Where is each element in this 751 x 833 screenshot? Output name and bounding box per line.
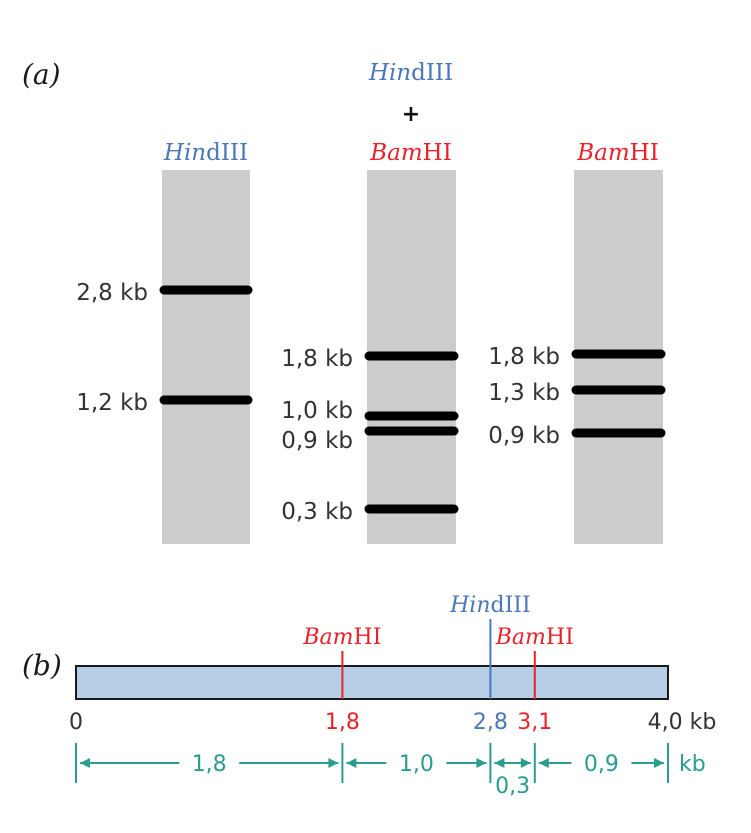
band-size-label: 1,2 kb — [76, 390, 148, 416]
panel-b-label: (b) — [22, 649, 62, 682]
gel-bands: 2,8 kb 1,2 kb 1,8 kb 1,0 kb 0,9 kb 0,3 kb 1,8 … — [76, 280, 666, 525]
dna-map-bar — [75, 665, 669, 700]
measure-arrowhead — [346, 758, 357, 768]
cut-site-position-label: 1,8 — [325, 710, 360, 735]
band-size-label: 1,3 kb — [488, 380, 560, 406]
cut-site-position-label: 3,1 — [517, 710, 552, 735]
lane-2-header-enzyme-2: BamHI — [369, 140, 452, 166]
cut-site-position-label: 2,8 — [473, 710, 508, 735]
fragment-length-label: 0,9 — [584, 752, 619, 777]
measure-arrowhead — [538, 758, 549, 768]
fragment-length-label: 1,8 — [192, 752, 227, 777]
band-size-label: 1,8 kb — [281, 346, 353, 372]
panel-a-label: (a) — [22, 58, 61, 91]
measure-arrowhead — [520, 758, 531, 768]
band-size-label: 0,9 kb — [488, 423, 560, 449]
restriction-sites: BamHI 1,8 HindIII 2,8 BamHI 3,1 — [302, 593, 573, 735]
band-size-label: 1,0 kb — [281, 398, 353, 424]
map-end-label: 4,0 kb — [648, 710, 717, 735]
band-size-label: 2,8 kb — [76, 280, 148, 306]
cut-site-enzyme-label: HindIII — [449, 593, 531, 618]
fragment-length-label: 1,0 — [399, 752, 434, 777]
lane-2-header-plus: + — [402, 102, 420, 127]
lane-1-header: HindIII — [163, 140, 248, 166]
gel-lane-1 — [162, 170, 250, 544]
band-size-label: 0,3 kb — [281, 499, 353, 525]
lane-3-header: BamHI — [576, 140, 659, 166]
map-start-label: 0 — [69, 710, 83, 735]
fragment-measurements: 1,8 1,0 0,3 0,9 — [75, 743, 669, 799]
band-size-label: 0,9 kb — [281, 428, 353, 454]
cut-site-enzyme-label: BamHI — [495, 625, 574, 650]
measure-arrowhead — [80, 758, 90, 768]
measure-arrowhead — [654, 758, 664, 768]
measure-arrowhead — [494, 758, 505, 768]
fragment-length-label: 0,3 — [495, 774, 530, 799]
cut-site-enzyme-label: BamHI — [302, 625, 381, 650]
lane-2-header-enzyme-1: HindIII — [368, 60, 453, 86]
measure-unit-label: kb — [679, 752, 706, 777]
band-size-label: 1,8 kb — [488, 344, 560, 370]
measure-arrowhead — [476, 758, 487, 768]
measure-arrowhead — [328, 758, 339, 768]
